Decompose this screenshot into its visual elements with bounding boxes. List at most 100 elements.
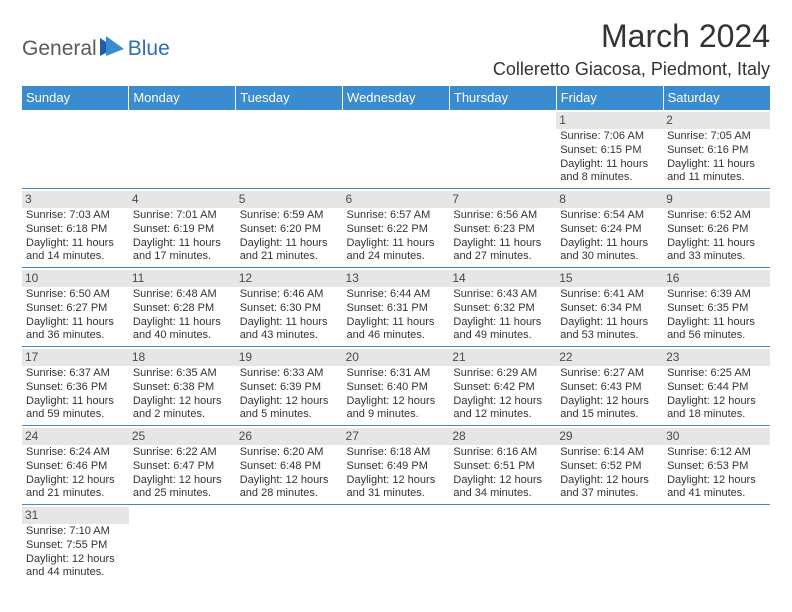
calendar-day-cell: 22Sunrise: 6:27 AMSunset: 6:43 PMDayligh… xyxy=(556,347,663,426)
calendar-empty-cell xyxy=(663,505,770,584)
day-header: Monday xyxy=(129,86,236,110)
day-number: 14 xyxy=(449,270,556,287)
day-details: Sunrise: 6:16 AMSunset: 6:51 PMDaylight:… xyxy=(453,446,552,501)
day-number: 28 xyxy=(449,428,556,445)
calendar-week-row: 31Sunrise: 7:10 AMSunset: 7:55 PMDayligh… xyxy=(22,505,770,584)
day-details: Sunrise: 6:14 AMSunset: 6:52 PMDaylight:… xyxy=(560,446,659,501)
calendar-header-row: SundayMondayTuesdayWednesdayThursdayFrid… xyxy=(22,86,770,110)
day-details: Sunrise: 7:05 AMSunset: 6:16 PMDaylight:… xyxy=(667,130,766,185)
day-number: 10 xyxy=(22,270,129,287)
calendar-empty-cell xyxy=(343,110,450,189)
calendar-day-cell: 5Sunrise: 6:59 AMSunset: 6:20 PMDaylight… xyxy=(236,189,343,268)
calendar-day-cell: 25Sunrise: 6:22 AMSunset: 6:47 PMDayligh… xyxy=(129,426,236,505)
calendar-empty-cell xyxy=(343,505,450,584)
day-details: Sunrise: 6:35 AMSunset: 6:38 PMDaylight:… xyxy=(133,367,232,422)
calendar-day-cell: 11Sunrise: 6:48 AMSunset: 6:28 PMDayligh… xyxy=(129,268,236,347)
calendar-day-cell: 21Sunrise: 6:29 AMSunset: 6:42 PMDayligh… xyxy=(449,347,556,426)
logo-text-general: General xyxy=(22,37,97,61)
calendar-week-row: 10Sunrise: 6:50 AMSunset: 6:27 PMDayligh… xyxy=(22,268,770,347)
day-number: 6 xyxy=(343,191,450,208)
day-details: Sunrise: 6:44 AMSunset: 6:31 PMDaylight:… xyxy=(347,288,446,343)
calendar-empty-cell xyxy=(449,505,556,584)
calendar-day-cell: 9Sunrise: 6:52 AMSunset: 6:26 PMDaylight… xyxy=(663,189,770,268)
day-details: Sunrise: 6:33 AMSunset: 6:39 PMDaylight:… xyxy=(240,367,339,422)
calendar-day-cell: 19Sunrise: 6:33 AMSunset: 6:39 PMDayligh… xyxy=(236,347,343,426)
day-number: 12 xyxy=(236,270,343,287)
calendar-day-cell: 31Sunrise: 7:10 AMSunset: 7:55 PMDayligh… xyxy=(22,505,129,584)
day-number: 11 xyxy=(129,270,236,287)
day-details: Sunrise: 6:43 AMSunset: 6:32 PMDaylight:… xyxy=(453,288,552,343)
calendar-day-cell: 16Sunrise: 6:39 AMSunset: 6:35 PMDayligh… xyxy=(663,268,770,347)
calendar-day-cell: 23Sunrise: 6:25 AMSunset: 6:44 PMDayligh… xyxy=(663,347,770,426)
day-number: 7 xyxy=(449,191,556,208)
day-number: 24 xyxy=(22,428,129,445)
day-details: Sunrise: 6:12 AMSunset: 6:53 PMDaylight:… xyxy=(667,446,766,501)
day-number: 13 xyxy=(343,270,450,287)
calendar-week-row: 24Sunrise: 6:24 AMSunset: 6:46 PMDayligh… xyxy=(22,426,770,505)
calendar-day-cell: 7Sunrise: 6:56 AMSunset: 6:23 PMDaylight… xyxy=(449,189,556,268)
calendar-day-cell: 12Sunrise: 6:46 AMSunset: 6:30 PMDayligh… xyxy=(236,268,343,347)
day-header: Tuesday xyxy=(236,86,343,110)
day-number: 4 xyxy=(129,191,236,208)
day-number: 31 xyxy=(22,507,129,524)
calendar-day-cell: 8Sunrise: 6:54 AMSunset: 6:24 PMDaylight… xyxy=(556,189,663,268)
calendar-day-cell: 18Sunrise: 6:35 AMSunset: 6:38 PMDayligh… xyxy=(129,347,236,426)
calendar-week-row: 17Sunrise: 6:37 AMSunset: 6:36 PMDayligh… xyxy=(22,347,770,426)
calendar-week-row: 3Sunrise: 7:03 AMSunset: 6:18 PMDaylight… xyxy=(22,189,770,268)
day-details: Sunrise: 6:24 AMSunset: 6:46 PMDaylight:… xyxy=(26,446,125,501)
day-details: Sunrise: 6:41 AMSunset: 6:34 PMDaylight:… xyxy=(560,288,659,343)
logo-flag-icon xyxy=(100,36,126,56)
calendar-day-cell: 4Sunrise: 7:01 AMSunset: 6:19 PMDaylight… xyxy=(129,189,236,268)
day-number: 18 xyxy=(129,349,236,366)
day-details: Sunrise: 6:29 AMSunset: 6:42 PMDaylight:… xyxy=(453,367,552,422)
day-details: Sunrise: 6:46 AMSunset: 6:30 PMDaylight:… xyxy=(240,288,339,343)
calendar-day-cell: 3Sunrise: 7:03 AMSunset: 6:18 PMDaylight… xyxy=(22,189,129,268)
month-title: March 2024 xyxy=(493,18,770,55)
calendar-day-cell: 20Sunrise: 6:31 AMSunset: 6:40 PMDayligh… xyxy=(343,347,450,426)
header: General Blue March 2024 Colleretto Giaco… xyxy=(22,18,770,80)
location: Colleretto Giacosa, Piedmont, Italy xyxy=(493,59,770,80)
calendar-empty-cell xyxy=(449,110,556,189)
calendar-week-row: 1Sunrise: 7:06 AMSunset: 6:15 PMDaylight… xyxy=(22,110,770,189)
calendar-day-cell: 15Sunrise: 6:41 AMSunset: 6:34 PMDayligh… xyxy=(556,268,663,347)
day-number: 3 xyxy=(22,191,129,208)
day-number: 27 xyxy=(343,428,450,445)
day-details: Sunrise: 6:22 AMSunset: 6:47 PMDaylight:… xyxy=(133,446,232,501)
day-details: Sunrise: 7:03 AMSunset: 6:18 PMDaylight:… xyxy=(26,209,125,264)
day-details: Sunrise: 6:39 AMSunset: 6:35 PMDaylight:… xyxy=(667,288,766,343)
calendar-day-cell: 26Sunrise: 6:20 AMSunset: 6:48 PMDayligh… xyxy=(236,426,343,505)
day-number: 25 xyxy=(129,428,236,445)
calendar-day-cell: 6Sunrise: 6:57 AMSunset: 6:22 PMDaylight… xyxy=(343,189,450,268)
day-number: 21 xyxy=(449,349,556,366)
calendar-empty-cell xyxy=(556,505,663,584)
day-details: Sunrise: 6:50 AMSunset: 6:27 PMDaylight:… xyxy=(26,288,125,343)
logo: General Blue xyxy=(22,36,170,62)
day-number: 9 xyxy=(663,191,770,208)
day-details: Sunrise: 6:31 AMSunset: 6:40 PMDaylight:… xyxy=(347,367,446,422)
day-header: Friday xyxy=(556,86,663,110)
day-number: 17 xyxy=(22,349,129,366)
calendar-body: 1Sunrise: 7:06 AMSunset: 6:15 PMDaylight… xyxy=(22,110,770,583)
calendar-empty-cell xyxy=(129,505,236,584)
calendar-day-cell: 29Sunrise: 6:14 AMSunset: 6:52 PMDayligh… xyxy=(556,426,663,505)
day-details: Sunrise: 6:20 AMSunset: 6:48 PMDaylight:… xyxy=(240,446,339,501)
day-number: 1 xyxy=(556,112,663,129)
calendar-day-cell: 10Sunrise: 6:50 AMSunset: 6:27 PMDayligh… xyxy=(22,268,129,347)
day-number: 26 xyxy=(236,428,343,445)
day-number: 5 xyxy=(236,191,343,208)
day-number: 8 xyxy=(556,191,663,208)
day-details: Sunrise: 6:59 AMSunset: 6:20 PMDaylight:… xyxy=(240,209,339,264)
day-number: 15 xyxy=(556,270,663,287)
calendar-empty-cell xyxy=(236,110,343,189)
calendar-empty-cell xyxy=(236,505,343,584)
day-details: Sunrise: 6:18 AMSunset: 6:49 PMDaylight:… xyxy=(347,446,446,501)
calendar-empty-cell xyxy=(22,110,129,189)
calendar-day-cell: 2Sunrise: 7:05 AMSunset: 6:16 PMDaylight… xyxy=(663,110,770,189)
day-number: 19 xyxy=(236,349,343,366)
day-details: Sunrise: 6:52 AMSunset: 6:26 PMDaylight:… xyxy=(667,209,766,264)
day-details: Sunrise: 6:25 AMSunset: 6:44 PMDaylight:… xyxy=(667,367,766,422)
day-details: Sunrise: 6:48 AMSunset: 6:28 PMDaylight:… xyxy=(133,288,232,343)
day-details: Sunrise: 6:54 AMSunset: 6:24 PMDaylight:… xyxy=(560,209,659,264)
day-details: Sunrise: 6:57 AMSunset: 6:22 PMDaylight:… xyxy=(347,209,446,264)
day-number: 23 xyxy=(663,349,770,366)
